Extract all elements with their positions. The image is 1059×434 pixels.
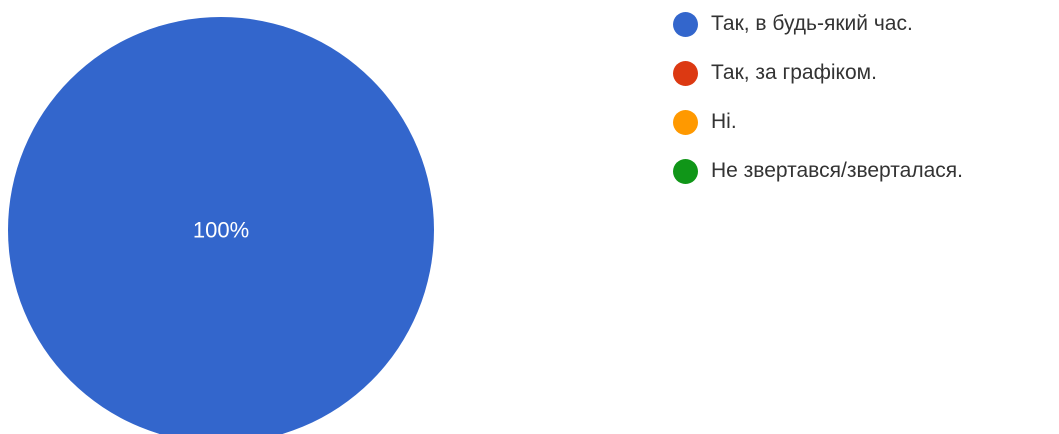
legend-label: Ні. — [711, 110, 737, 133]
legend-item[interactable]: Так, в будь-який час. — [673, 11, 963, 37]
legend-swatch — [673, 158, 698, 184]
legend-swatch — [673, 109, 698, 135]
legend-swatch — [673, 60, 698, 86]
pie-slices — [8, 17, 434, 434]
pie-slice[interactable] — [8, 17, 434, 434]
pie-slice-labels: 100% — [193, 218, 249, 243]
chart-legend: Так, в будь-який час. Так, за графіком. … — [673, 11, 963, 208]
pie-chart-plot: 100% — [8, 17, 434, 434]
legend-label: Так, в будь-який час. — [711, 12, 913, 35]
legend-item[interactable]: Так, за графіком. — [673, 60, 963, 86]
legend-swatch — [673, 11, 698, 37]
legend-item[interactable]: Не звертався/зверталася. — [673, 158, 963, 184]
legend-label: Не звертався/зверталася. — [711, 159, 963, 182]
legend-label: Так, за графіком. — [711, 61, 877, 84]
slice-data-label: 100% — [193, 218, 249, 243]
legend-item[interactable]: Ні. — [673, 109, 963, 135]
